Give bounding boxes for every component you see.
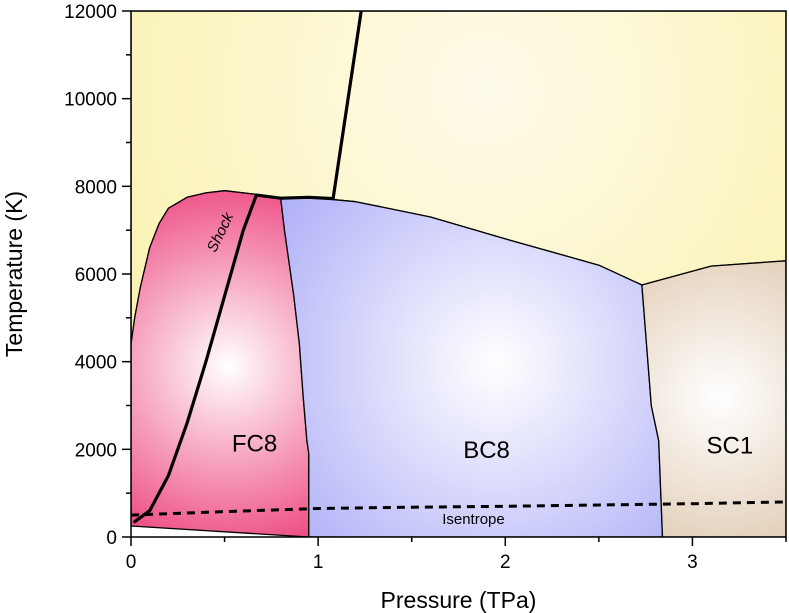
- labels-layer: 0 1 2 3 0 2000 4000 6000 8000 10000 12000 FC8 BC8 SC1…: [64, 2, 753, 573]
- x-tick-label: 2: [500, 552, 511, 573]
- y-tick-label: 12000: [64, 2, 117, 23]
- y-tick-label: 6000: [75, 265, 117, 286]
- region-label-bc8: BC8: [463, 437, 510, 464]
- isentrope-annotation: Isentrope: [442, 511, 505, 528]
- region-sc1: [641, 260, 786, 537]
- y-tick-label: 8000: [75, 177, 117, 198]
- y-tick-label: 0: [106, 528, 117, 549]
- y-axis-label: Temperature (K): [1, 191, 27, 357]
- axes-layer: [122, 10, 787, 546]
- melt-boundary-curve: [254, 11, 363, 201]
- region-label-fc8: FC8: [232, 431, 277, 458]
- x-axis-label: Pressure (TPa): [381, 587, 537, 613]
- y-tick-label: 10000: [64, 90, 117, 111]
- region-label-sc1: SC1: [707, 433, 754, 460]
- y-tick-label: 2000: [75, 440, 117, 461]
- isentrope-curve: [131, 500, 786, 517]
- boundaries-layer: [131, 11, 786, 524]
- y-tick-label: 4000: [75, 353, 117, 374]
- regions-layer: [131, 11, 786, 537]
- x-tick-label: 0: [126, 552, 137, 573]
- shock-curve: [133, 193, 258, 524]
- x-tick-label: 3: [687, 552, 698, 573]
- x-tick-label: 1: [313, 552, 324, 573]
